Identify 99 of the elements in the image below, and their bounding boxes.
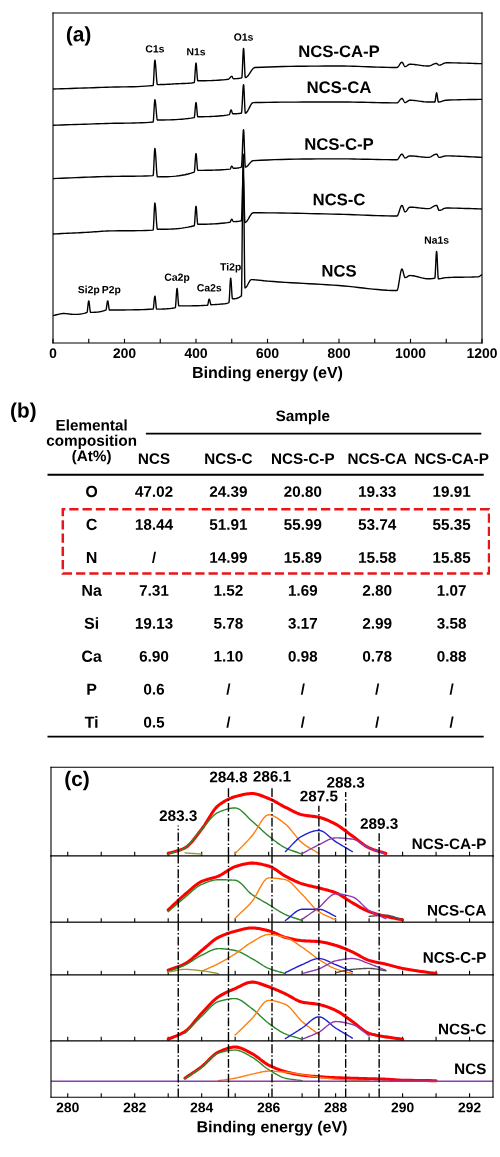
annotation: NCS-C xyxy=(439,1023,486,1035)
text: / xyxy=(375,683,380,695)
x-axis-title: Binding energy (eV) xyxy=(197,1120,347,1136)
annotation: C1s xyxy=(145,45,165,53)
text: 55.99 xyxy=(284,519,322,530)
category-label: NCS-C xyxy=(205,453,253,465)
x-tick-label: 600 xyxy=(256,348,279,359)
annotation: N1s xyxy=(187,48,206,56)
category-label: Si xyxy=(84,617,99,629)
text: 5.78 xyxy=(214,617,243,629)
text: 19.91 xyxy=(433,486,471,497)
x-tick-label: 288 xyxy=(324,1102,347,1113)
text: 51.91 xyxy=(209,519,248,530)
x-tick-label: 280 xyxy=(56,1102,79,1113)
annotation: NCS-CA-P xyxy=(412,838,486,850)
annotation: P2p xyxy=(102,285,121,296)
text: / xyxy=(152,551,156,564)
text: 14.99 xyxy=(210,552,247,563)
series-label: NCS-C-P xyxy=(305,138,374,150)
text: / xyxy=(449,716,454,728)
ref-line-label: 289.3 xyxy=(360,818,398,830)
chart-title: (c) xyxy=(65,770,89,791)
series-label: NCS-CA-P xyxy=(299,45,380,58)
text: 1.52 xyxy=(214,585,243,596)
series-label: NCS-CA xyxy=(307,81,371,94)
text: 47.02 xyxy=(135,486,173,497)
text: 55.35 xyxy=(432,519,471,530)
series-label: NCS xyxy=(322,264,356,277)
category-label: Ca xyxy=(82,650,102,662)
text: 53.74 xyxy=(358,519,397,530)
text: / xyxy=(226,716,231,728)
annotation: O1s xyxy=(234,33,253,41)
annotation: NCS xyxy=(455,1063,486,1075)
chart-title: (a) xyxy=(66,26,91,46)
annotation: Ca2p xyxy=(164,273,190,283)
annotation: Si2p xyxy=(78,285,100,296)
category-label: N xyxy=(86,551,97,563)
category-label: NCS xyxy=(138,453,170,465)
text: 2.80 xyxy=(362,585,392,596)
x-tick-label: 292 xyxy=(458,1102,481,1113)
ref-line-label: 284.8 xyxy=(209,771,248,783)
text: 19.13 xyxy=(135,617,173,629)
text: 3.17 xyxy=(288,617,317,629)
text: 1.07 xyxy=(437,585,466,596)
category-label: NCS-C-P xyxy=(271,453,335,465)
text: 24.39 xyxy=(209,486,247,498)
text: 0.98 xyxy=(288,650,318,662)
x-tick-label: 284 xyxy=(190,1102,214,1113)
text: 15.89 xyxy=(284,552,322,563)
category-label: Ti xyxy=(84,716,98,728)
x-tick-label: 1200 xyxy=(467,348,497,359)
text: 15.85 xyxy=(433,552,471,563)
text: 1.10 xyxy=(214,650,243,662)
category-label: Na xyxy=(82,584,102,597)
x-tick-label: 282 xyxy=(123,1102,146,1113)
x-axis-title: Binding energy (eV) xyxy=(193,366,343,382)
category-label: P xyxy=(87,683,97,695)
text: 6.90 xyxy=(139,650,169,662)
annotation: Ti2p xyxy=(220,262,241,273)
series-label: NCS-C xyxy=(313,193,365,206)
x-tick-label: 290 xyxy=(391,1102,414,1113)
text: 15.58 xyxy=(359,552,396,563)
annotation: NCS-C-P xyxy=(423,952,486,963)
category-label: NCS-CA xyxy=(348,453,407,465)
annotation: NCS-CA xyxy=(427,904,486,916)
annotation: Ca2s xyxy=(197,284,222,292)
category-label: O xyxy=(86,485,98,498)
text: Sample xyxy=(276,409,330,425)
text: 1.69 xyxy=(288,585,318,596)
ref-line-label: 286.1 xyxy=(253,770,291,782)
text: 19.33 xyxy=(359,486,396,498)
text: (b) xyxy=(11,402,36,422)
category-label: NCS-CA-P xyxy=(415,453,489,465)
x-tick-label: 0 xyxy=(49,348,57,359)
text: 2.99 xyxy=(362,617,392,629)
text: 18.44 xyxy=(135,519,174,530)
text: / xyxy=(449,683,454,695)
text: / xyxy=(300,716,305,728)
text: 0.5 xyxy=(143,716,165,728)
ref-line-label: 283.3 xyxy=(159,810,197,822)
text: 0.88 xyxy=(437,650,466,662)
x-tick-label: 400 xyxy=(184,348,208,359)
text: 3.58 xyxy=(437,617,466,629)
text: / xyxy=(226,683,231,695)
x-tick-label: 1000 xyxy=(395,348,426,359)
text: / xyxy=(375,716,380,728)
ref-line-label: 287.5 xyxy=(300,790,338,802)
text: 0.6 xyxy=(143,683,165,695)
ref-line-label: 288.3 xyxy=(327,776,365,788)
text: 20.80 xyxy=(284,486,322,497)
text: 7.31 xyxy=(139,585,169,596)
annotation: Na1s xyxy=(424,236,449,244)
x-tick-label: 800 xyxy=(327,348,351,359)
text: Elemental composition (At%) xyxy=(46,419,137,465)
x-tick-label: 286 xyxy=(257,1102,280,1113)
category-label: C xyxy=(86,518,97,531)
x-tick-label: 200 xyxy=(113,348,136,359)
text: / xyxy=(300,683,305,695)
text: 0.78 xyxy=(362,650,392,662)
